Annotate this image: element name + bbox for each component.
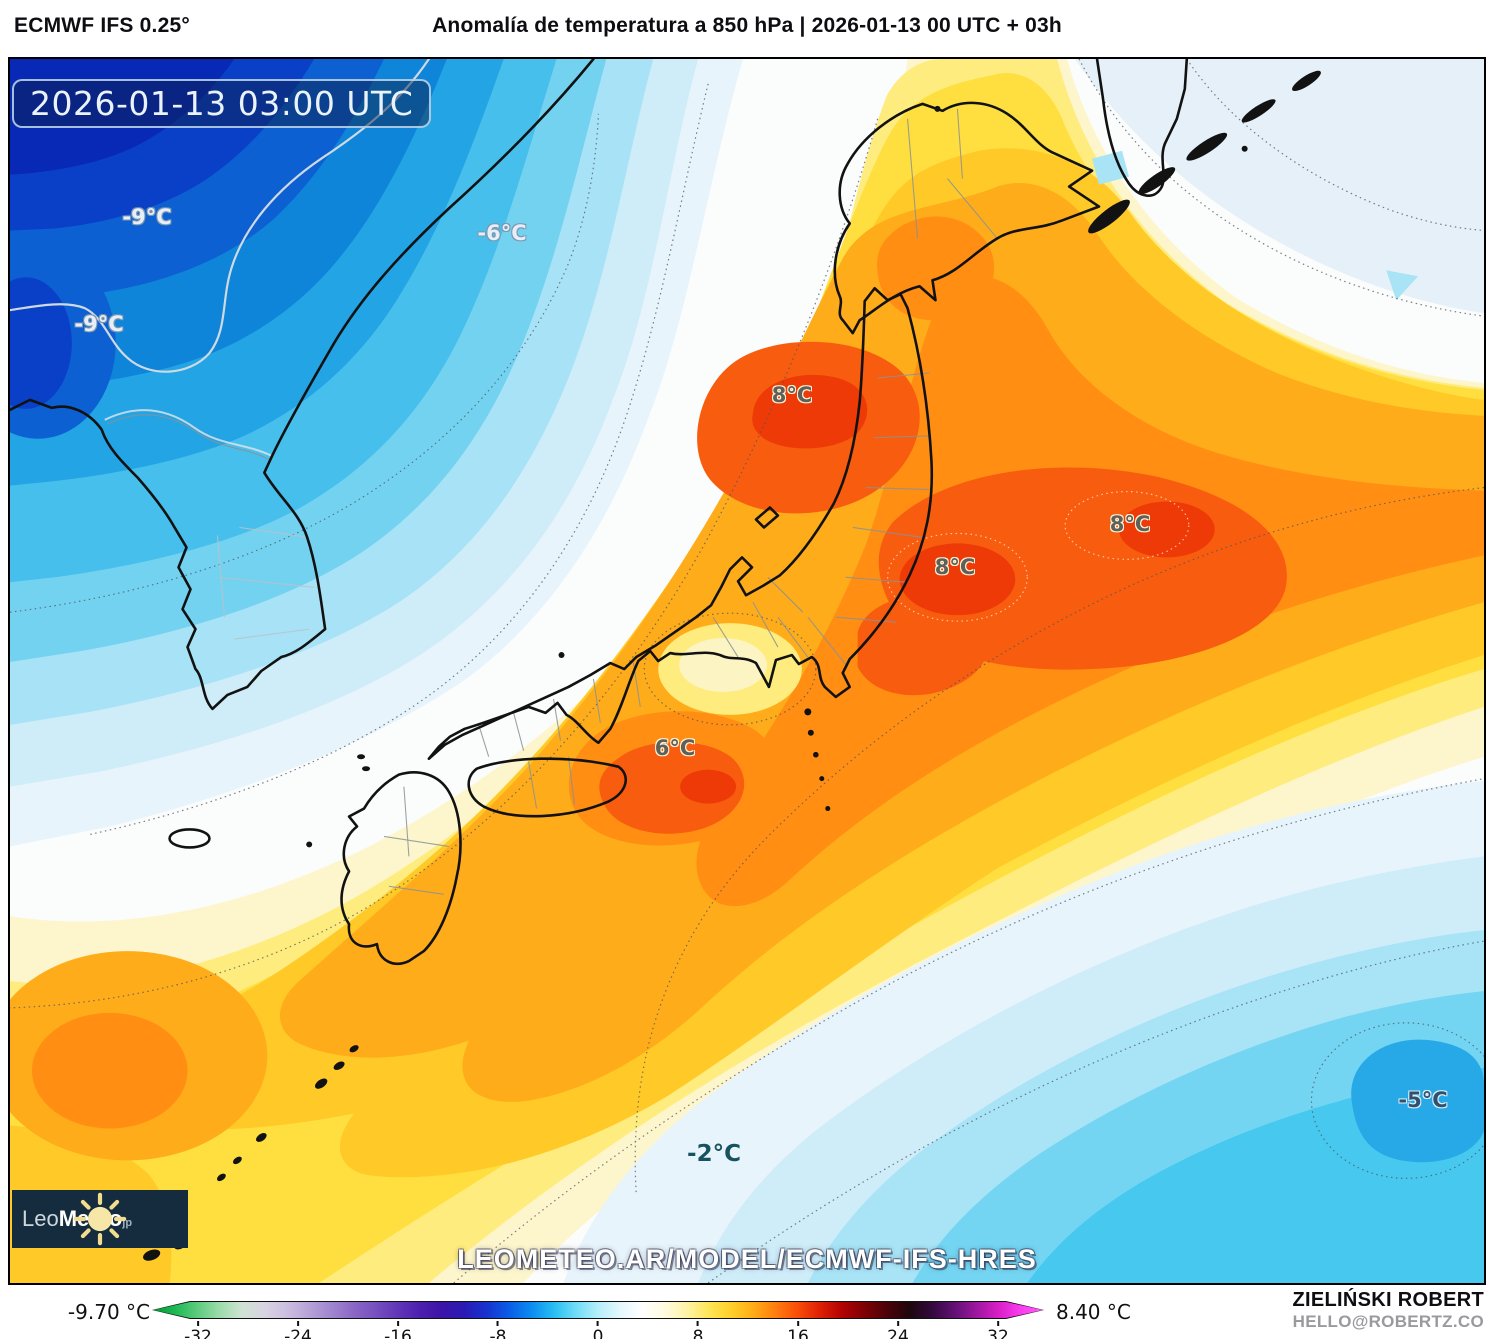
colorbar-footer: -9.70 °C 8.40 °C -32 -24 -16 -8 0 8 16 2… xyxy=(0,1285,1494,1339)
pale-northeast-region xyxy=(1075,59,1484,314)
temp-label: 8°C xyxy=(1109,512,1151,536)
anomaly-field-svg xyxy=(10,59,1484,1283)
temp-label: 6°C xyxy=(654,736,696,760)
coastlines xyxy=(10,59,1321,966)
cool-southeast-region xyxy=(563,780,1484,1283)
watermark-url: LEOMETEO.AR/MODEL/ECMWF-IFS-HRES xyxy=(457,1244,1037,1274)
temp-label: -2°C xyxy=(687,1141,741,1167)
colorbar-tick: -32 xyxy=(184,1321,212,1339)
colorbar-min-label: -9.70 °C xyxy=(67,1300,150,1324)
credits: ZIELIŃSKI ROBERT HELLO@ROBERTZ.CO xyxy=(1293,1289,1484,1332)
colorbar-tick: 8 xyxy=(693,1321,703,1339)
cold-northwest-region xyxy=(10,59,744,847)
colorbar-tick: 24 xyxy=(887,1321,909,1339)
map-canvas: 2026-01-13 03:00 UTC -9°C -9°C -6°C 8°C … xyxy=(8,57,1486,1285)
admin-borders xyxy=(104,108,998,895)
warm-region xyxy=(10,59,1484,1283)
temp-label: -6°C xyxy=(477,221,527,245)
colorbar-tick: -8 xyxy=(490,1321,506,1339)
contour-lines xyxy=(10,59,1484,1283)
colorbar-tick: -24 xyxy=(284,1321,312,1339)
kuril-islands xyxy=(1088,70,1321,234)
author-contact: HELLO@ROBERTZ.CO xyxy=(1292,1312,1484,1331)
colorbar-tick: 32 xyxy=(987,1321,1009,1339)
temp-label: 8°C xyxy=(934,555,976,579)
colorbar-gradient xyxy=(153,1302,1043,1318)
temp-label: 8°C xyxy=(771,383,813,407)
timestamp-overlay: 2026-01-13 03:00 UTC xyxy=(12,79,432,128)
temp-label: -5°C xyxy=(1398,1088,1448,1112)
model-label: ECMWF IFS 0.25° xyxy=(14,14,190,37)
leometeo-logo: LeoMeteojp xyxy=(12,1190,188,1248)
colorbar-tick: 0 xyxy=(593,1321,603,1339)
colorbar xyxy=(152,1301,1044,1319)
author-name: ZIELIŃSKI ROBERT xyxy=(1292,1289,1484,1311)
sun-icon xyxy=(73,1192,127,1246)
colorbar-max-label: 8.40 °C xyxy=(1056,1300,1131,1324)
page-title: Anomalía de temperatura a 850 hPa | 2026… xyxy=(432,14,1062,37)
colorbar-tick: 16 xyxy=(787,1321,809,1339)
header-bar: ECMWF IFS 0.25° Anomalía de temperatura … xyxy=(0,0,1494,57)
temp-label: -9°C xyxy=(74,312,124,336)
colorbar-tick: -16 xyxy=(384,1321,412,1339)
temp-label: -9°C xyxy=(122,205,172,229)
